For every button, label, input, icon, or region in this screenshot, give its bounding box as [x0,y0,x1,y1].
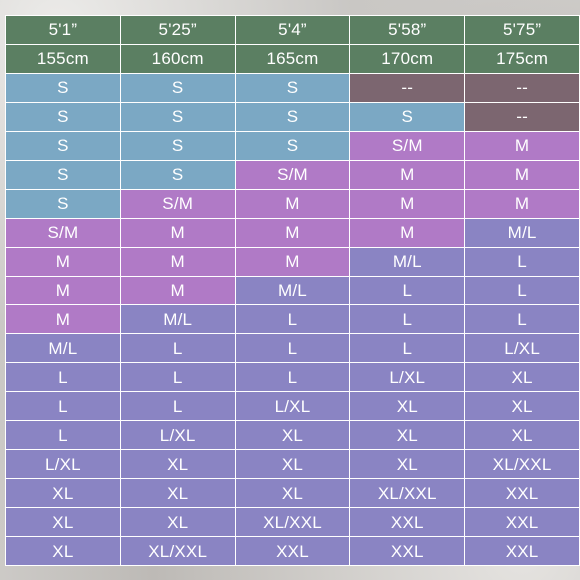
size-cell: S [120,131,235,160]
size-cell: M/L [235,276,350,305]
size-cell: XXL [350,508,465,537]
size-cell: L/XL [350,363,465,392]
size-cell: M [120,218,235,247]
size-cell: S [6,131,120,160]
size-cell: L [465,305,579,334]
size-cell: M [120,276,235,305]
size-cell: XL [6,508,120,537]
header-height-ft: 5'58” [350,16,465,44]
size-cell: XXL [465,479,579,508]
size-cell: L/XL [6,450,120,479]
size-cell: M [350,189,465,218]
size-cell: XL/XXL [120,537,235,565]
size-cell: L/XL [235,392,350,421]
size-chart-table: 5'1” 5'25” 5'4” 5'58” 5'75” 155cm 160cm … [5,15,580,566]
size-cell: L [350,334,465,363]
size-cell: M [120,247,235,276]
size-cell: XXL [350,537,465,565]
size-cell: M [6,276,120,305]
size-cell: S [6,160,120,189]
header-height-cm: 165cm [235,44,350,73]
size-cell: S [235,102,350,131]
size-cell: S [350,102,465,131]
size-cell: M [6,305,120,334]
size-cell: XL [120,508,235,537]
size-cell: M [235,247,350,276]
size-cell: -- [350,73,465,102]
size-cell: S [120,73,235,102]
header-height-cm: 155cm [6,44,120,73]
size-cell: L [350,305,465,334]
size-cell: M/L [350,247,465,276]
size-cell: L [120,392,235,421]
size-cell: XL [235,479,350,508]
size-cell: XL/XXL [350,479,465,508]
size-cell: XXL [465,508,579,537]
size-cell: XXL [235,537,350,565]
size-cell: S [6,189,120,218]
size-cell: S/M [120,189,235,218]
size-cell: S/M [350,131,465,160]
size-cell: S [120,160,235,189]
size-cell: L [465,247,579,276]
size-cell: XL [350,450,465,479]
size-cell: L [6,421,120,450]
size-cell: S [6,73,120,102]
size-cell: M [235,218,350,247]
size-cell: M [6,247,120,276]
size-cell: L [120,334,235,363]
size-cell: L [6,392,120,421]
size-cell: M [235,189,350,218]
size-cell: M [350,218,465,247]
size-cell: XL [120,479,235,508]
header-height-cm: 170cm [350,44,465,73]
size-cell: XL [465,363,579,392]
size-cell: XL [465,392,579,421]
size-cell: L/XL [465,334,579,363]
size-cell: XL/XXL [465,450,579,479]
header-height-ft: 5'1” [6,16,120,44]
size-cell: S/M [235,160,350,189]
size-cell: M/L [465,218,579,247]
size-cell: L [465,276,579,305]
size-cell: XXL [465,537,579,565]
header-height-cm: 175cm [465,44,579,73]
size-cell: XL [235,450,350,479]
size-cell: -- [465,73,579,102]
size-cell: XL [6,537,120,565]
size-cell: L [120,363,235,392]
size-cell: M/L [6,334,120,363]
size-cell: S [235,131,350,160]
size-cell: L [235,334,350,363]
size-cell: M [465,160,579,189]
size-cell: XL [235,421,350,450]
size-cell: XL [6,479,120,508]
size-cell: S [120,102,235,131]
size-cell: M [465,131,579,160]
header-height-ft: 5'25” [120,16,235,44]
size-cell: M [465,189,579,218]
size-cell: XL [465,421,579,450]
size-cell: -- [465,102,579,131]
size-cell: L [235,305,350,334]
size-cell: M [350,160,465,189]
size-cell: XL [350,392,465,421]
size-cell: XL [120,450,235,479]
size-cell: L [235,363,350,392]
header-height-ft: 5'4” [235,16,350,44]
size-cell: L/XL [120,421,235,450]
size-cell: XL/XXL [235,508,350,537]
header-height-ft: 5'75” [465,16,579,44]
size-cell: S/M [6,218,120,247]
size-cell: XL [350,421,465,450]
size-cell: M/L [120,305,235,334]
size-cell: L [350,276,465,305]
size-cell: L [6,363,120,392]
header-height-cm: 160cm [120,44,235,73]
size-cell: S [235,73,350,102]
size-cell: S [6,102,120,131]
